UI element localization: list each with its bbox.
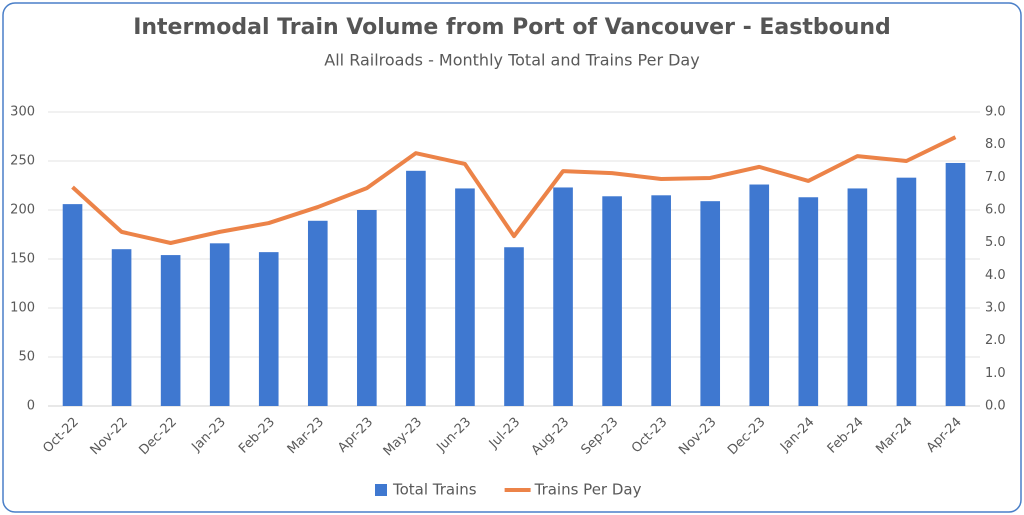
bar <box>602 196 622 406</box>
bar <box>62 204 83 406</box>
y-tick-label: 250 <box>10 154 35 169</box>
y2-tick-label: 9.0 <box>985 105 1006 120</box>
y-tick-label: 100 <box>10 301 35 316</box>
y2-tick-label: 6.0 <box>985 203 1006 218</box>
bar <box>749 184 770 406</box>
bar <box>651 195 671 406</box>
bar <box>896 177 917 406</box>
y2-tick-label: 8.0 <box>985 137 1006 152</box>
bar <box>258 252 279 406</box>
line <box>71 135 957 245</box>
y2-tick-label: 2.0 <box>985 333 1006 348</box>
legend-label: Total Trains <box>392 481 477 499</box>
legend-swatch <box>375 484 387 496</box>
y2-tick-label: 1.0 <box>985 366 1006 381</box>
bar <box>945 162 966 406</box>
y-tick-label: 300 <box>10 105 35 120</box>
bar <box>553 187 573 406</box>
y-tick-label: 50 <box>18 350 35 365</box>
y2-tick-label: 4.0 <box>985 268 1006 283</box>
bar <box>700 201 721 406</box>
bar <box>209 243 230 406</box>
chart-subtitle: All Railroads - Monthly Total and Trains… <box>324 51 699 70</box>
legend-label: Trains Per Day <box>534 481 642 499</box>
bar <box>847 188 868 406</box>
y2-tick-label: 3.0 <box>985 301 1006 316</box>
y2-tick-label: 5.0 <box>985 235 1006 250</box>
bar <box>406 170 426 406</box>
chart-title: Intermodal Train Volume from Port of Van… <box>133 15 891 40</box>
y-tick-label: 150 <box>10 252 35 267</box>
y2-tick-label: 0.0 <box>985 399 1006 414</box>
bar <box>798 197 819 406</box>
bar <box>111 249 132 406</box>
bar <box>455 188 475 406</box>
bar <box>357 210 377 406</box>
bar <box>307 220 328 406</box>
y-tick-label: 200 <box>10 203 35 218</box>
y2-tick-label: 7.0 <box>985 170 1006 185</box>
bar <box>504 247 524 406</box>
bar <box>160 255 181 406</box>
y-tick-label: 0 <box>27 399 35 414</box>
